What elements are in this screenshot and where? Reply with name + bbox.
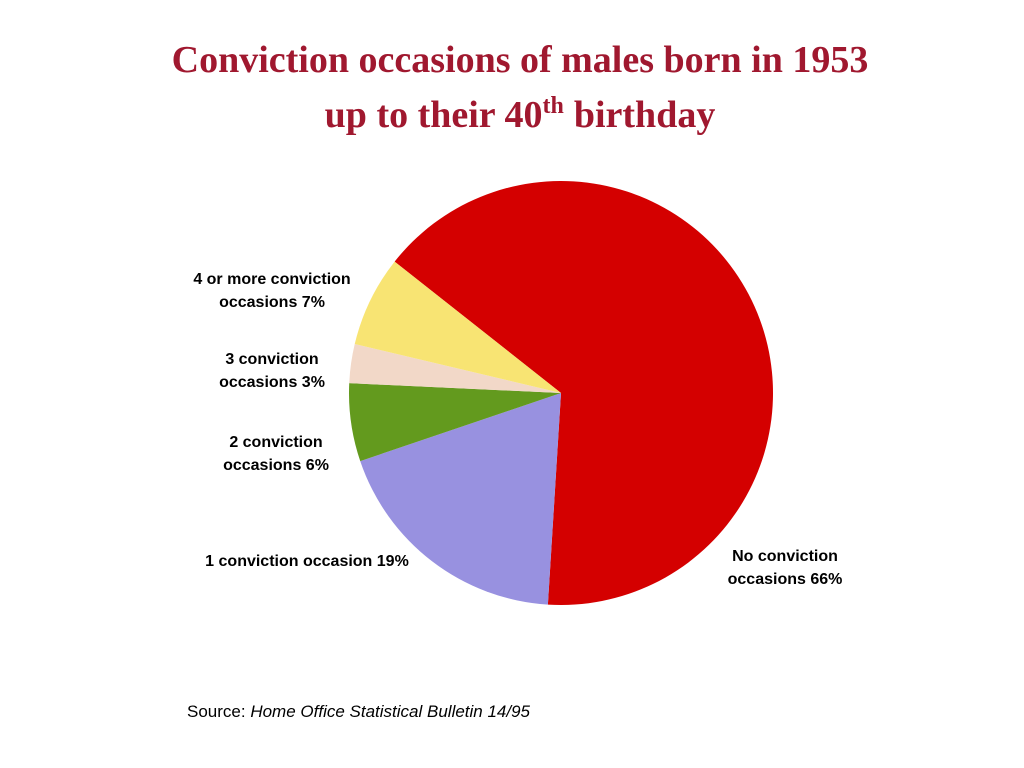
category-label: 4 or more conviction occasions xyxy=(193,271,351,311)
pie-slice xyxy=(360,393,561,605)
chart-title: up to their 40th birthday xyxy=(325,93,716,136)
chart-title: Conviction occasions of males born in 19… xyxy=(172,39,869,81)
pie-slice xyxy=(349,383,561,462)
slice-label: 3 conviction occasions 3% xyxy=(207,348,337,394)
category-label: 2 conviction occasions xyxy=(223,434,323,474)
value-label: 3% xyxy=(301,374,325,391)
slice-label: 1 conviction occasion 19% xyxy=(200,550,415,573)
slice-label: 4 or more conviction occasions 7% xyxy=(172,268,372,314)
value-label: 6% xyxy=(305,457,329,474)
value-label: 66% xyxy=(810,571,843,588)
category-label: 3 conviction occasions xyxy=(219,351,319,391)
source: Source: Home Office Statistical Bulletin… xyxy=(187,702,530,722)
value-label: 19% xyxy=(376,553,409,570)
title-superscript: th xyxy=(543,93,564,119)
slice-label: 2 conviction occasions 6% xyxy=(211,431,341,477)
source-text: Home Office Statistical Bulletin 14/95 xyxy=(250,702,531,721)
title-part: up to their 40 xyxy=(325,94,543,136)
pie-slice xyxy=(349,344,561,393)
category-label: 1 conviction occasion xyxy=(205,553,373,570)
title-part: birthday xyxy=(574,94,715,136)
pie-slice xyxy=(354,261,561,393)
slice-label: No conviction occasions 66% xyxy=(710,545,860,591)
source-label: Source: xyxy=(187,702,246,721)
category-label: No conviction occasions xyxy=(727,548,838,588)
pie-slice xyxy=(394,180,773,605)
value-label: 7% xyxy=(301,294,325,311)
